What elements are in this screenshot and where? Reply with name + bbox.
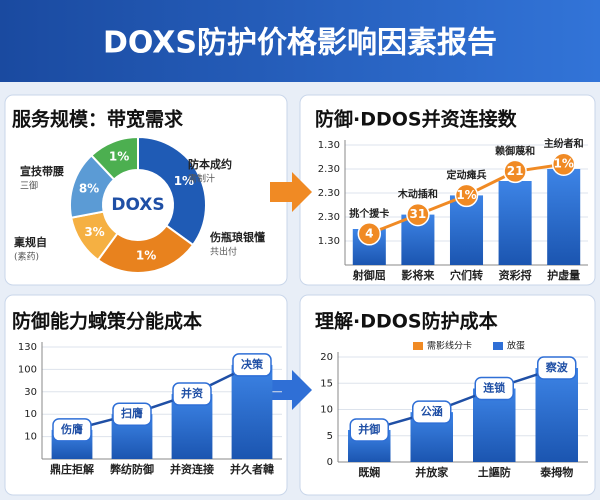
- x-tick-label: 弊纺防御: [110, 462, 154, 476]
- point-label: 并资: [181, 386, 203, 400]
- annotation: 主纷者和: [544, 137, 584, 150]
- bar: [231, 364, 273, 459]
- legend-swatch: [413, 342, 423, 350]
- x-tick-label: 并资连接: [170, 462, 214, 476]
- legend-swatch: [493, 342, 503, 350]
- x-tick-label: 并久者韓: [230, 462, 274, 476]
- point: [503, 159, 527, 184]
- arrow: [270, 370, 312, 410]
- label-box: [412, 400, 452, 424]
- segment-label: 1%: [174, 174, 194, 188]
- point-label: 扫膺: [121, 406, 143, 420]
- callout: 防本成约: [188, 157, 232, 171]
- pie-segment: [90, 135, 139, 181]
- x-tick-label: 鼎庄拒解: [50, 462, 94, 476]
- annotation: 定动瘫兵: [447, 168, 487, 181]
- annotation: 挑个援卡: [349, 207, 389, 220]
- callout: (素药): [14, 251, 39, 263]
- trend-line: [368, 366, 558, 432]
- y-tick-label: 0: [327, 457, 333, 468]
- pie-center: [105, 172, 171, 238]
- center-label: DOXS: [111, 195, 164, 215]
- segment-label: 8%: [79, 182, 99, 196]
- point-label: 决策: [241, 357, 264, 371]
- y-tick-label: 1.30: [318, 236, 340, 247]
- bar: [535, 368, 578, 462]
- y-tick-label: 10: [24, 432, 37, 443]
- trend-line: [71, 363, 253, 432]
- y-tick-label: 5: [327, 431, 333, 442]
- y-tick-label: 2.30: [318, 188, 340, 199]
- label-box: [172, 382, 212, 406]
- y-tick-label: 15: [320, 378, 333, 389]
- y-tick-label: 10: [24, 409, 37, 420]
- point-label: 并御: [358, 422, 380, 436]
- point-label: 21: [507, 164, 524, 178]
- bar: [498, 181, 532, 265]
- callout: 伤瓶琅银懂: [209, 230, 265, 244]
- callout: 稟规自: [13, 235, 47, 249]
- arrow: [270, 172, 312, 212]
- pie-segment: [137, 135, 207, 247]
- page-title: DOXS防护价格影响因素报告: [103, 26, 497, 61]
- y-tick-label: 20: [320, 352, 333, 363]
- header: [0, 0, 600, 82]
- y-tick-label: 10: [320, 405, 333, 416]
- legend-label: 需影线分卡: [427, 340, 472, 352]
- point: [551, 152, 576, 176]
- point: [454, 183, 479, 208]
- label-box: [112, 402, 152, 426]
- point-label: 1%: [554, 157, 574, 171]
- x-tick-label: 射御屈: [352, 268, 386, 282]
- point-label: 1%: [456, 188, 476, 202]
- label-box: [537, 356, 577, 380]
- segment-label: 3%: [84, 225, 104, 239]
- y-tick-label: 2.30: [318, 164, 340, 175]
- x-tick-label: 并放家: [415, 465, 449, 479]
- x-tick-label: 护虚量: [547, 268, 580, 282]
- chart-title: 理解·DDOS防护成本: [315, 310, 498, 333]
- segment-label: 1%: [136, 248, 156, 262]
- point: [406, 202, 430, 227]
- x-tick-label: 既娴: [358, 465, 380, 479]
- y-tick-label: 130: [18, 342, 37, 353]
- point-label: 察波: [546, 360, 569, 374]
- chart-title: 防御·DDOS并资连接数: [315, 108, 518, 131]
- y-tick-label: 30: [24, 387, 37, 398]
- x-tick-label: 穴们转: [450, 268, 483, 282]
- point-label: 连锁: [483, 381, 505, 395]
- point-label: 伤膺: [60, 422, 83, 436]
- x-tick-label: 资彩捋: [499, 268, 532, 282]
- point: [357, 222, 382, 246]
- bar: [473, 388, 516, 462]
- callout: 三御: [20, 180, 38, 192]
- callout: 需制汁: [188, 173, 215, 185]
- y-tick-label: 100: [18, 364, 37, 375]
- label-box: [474, 376, 514, 401]
- point-label: 4: [365, 226, 373, 240]
- chart-title: 服务规模：带宽需求: [12, 108, 184, 131]
- y-tick-label: 1.30: [318, 140, 340, 151]
- label-box: [232, 353, 272, 377]
- callout: 宣技带腰: [20, 164, 64, 178]
- point-label: 31: [410, 207, 427, 221]
- x-tick-label: 土謳防: [478, 465, 511, 479]
- callout: 共出付: [210, 246, 237, 258]
- label-box: [52, 418, 92, 442]
- y-tick-label: 2.30: [318, 212, 340, 223]
- bar: [547, 169, 581, 265]
- annotation: 赖御蔑和: [495, 144, 535, 157]
- chart-title: 防御能力蜮策分能成本: [12, 310, 202, 333]
- legend-label: 放蛋: [507, 340, 525, 352]
- x-tick-label: 影将来: [401, 268, 435, 282]
- label-box: [349, 418, 389, 442]
- annotation: 木动插和: [397, 188, 438, 201]
- x-tick-label: 泰拇物: [539, 465, 573, 479]
- segment-label: 1%: [109, 150, 129, 164]
- point-label: 公涵: [421, 404, 443, 418]
